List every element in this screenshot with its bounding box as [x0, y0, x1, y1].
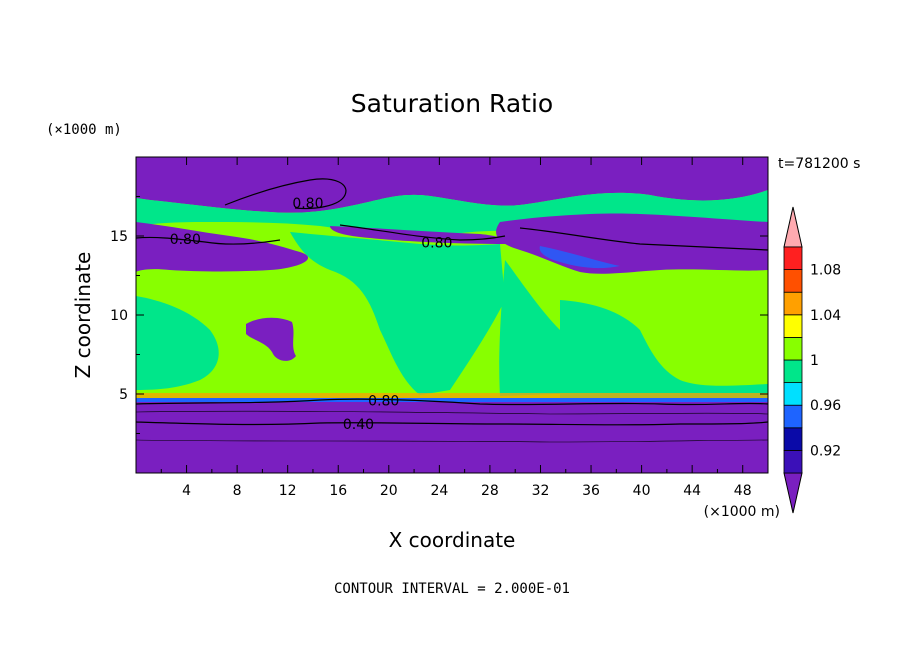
- plot-area: [136, 157, 768, 473]
- contour-labels: 0.80 0.80 0.80 0.80 0.40: [170, 196, 453, 433]
- contour-080-lower: [136, 398, 768, 406]
- contour-lower-faint-2: [136, 439, 768, 443]
- x-tick-label: 28: [481, 483, 499, 499]
- colorbar-bin: [783, 382, 803, 406]
- x-tick-label: 36: [582, 483, 600, 499]
- lower-warm-layer: [136, 393, 768, 399]
- contour-label: 0.80: [170, 232, 201, 248]
- colorbar-tick-label: 1: [810, 353, 819, 369]
- chart-title: Saturation Ratio: [351, 89, 553, 118]
- y-axis: 5 10 15: [110, 196, 768, 434]
- colorbar-over-triangle: [783, 206, 803, 248]
- y-unit-label: (×1000 m): [46, 122, 122, 138]
- contour-lower-faint: [136, 410, 768, 415]
- x-tick-label: 16: [329, 483, 347, 499]
- x-tick-label: 48: [734, 483, 752, 499]
- x-tick-label: 4: [182, 483, 191, 499]
- x-tick-label: 40: [633, 483, 651, 499]
- colorbar-bin: [783, 269, 803, 293]
- contour-label: 0.80: [368, 393, 399, 409]
- x-axis: 4 8 12 16 20 24 28 32 36 40 44 48: [160, 157, 752, 499]
- colorbar-bin: [783, 359, 803, 384]
- lower-dry-region: [136, 402, 768, 473]
- lower-blue-layer: [136, 398, 768, 403]
- colorbar-bin: [783, 427, 803, 451]
- mid-dry-region: [136, 222, 309, 272]
- teal-patch-center: [290, 232, 505, 395]
- contour-label: 0.40: [343, 417, 374, 433]
- contour-label: 0.80: [421, 235, 452, 251]
- field-shapes: [136, 157, 768, 473]
- teal-patch-left: [136, 296, 219, 390]
- x-tick-label: 32: [532, 483, 550, 499]
- contour-080-upper-right: [339, 224, 506, 241]
- x-tick-label: 44: [683, 483, 701, 499]
- contour-080-upper: [224, 178, 347, 210]
- x-tick-label: 20: [380, 483, 398, 499]
- upper-dry-region: [136, 157, 768, 213]
- colorbar-tick-label: 0.96: [810, 398, 841, 414]
- colorbar: 0.92 0.96 1 1.04 1.08: [783, 206, 841, 514]
- y-tick-label: 5: [119, 387, 128, 403]
- blue-rim-right: [539, 246, 620, 269]
- colorbar-bin: [783, 449, 803, 474]
- contour-lines: [136, 178, 768, 443]
- dry-patch-x10: [246, 317, 296, 361]
- contour-label: 0.80: [292, 196, 323, 212]
- x-unit-label: (×1000 m): [704, 504, 780, 520]
- contour-040-lower: [136, 421, 768, 426]
- x-axis-label: X coordinate: [389, 528, 516, 552]
- colorbar-under-triangle: [783, 472, 803, 514]
- y-axis-label: Z coordinate: [71, 252, 95, 379]
- teal-patch-mid-right: [499, 260, 610, 396]
- teal-patch-right: [560, 300, 768, 400]
- x-tick-label: 8: [233, 483, 242, 499]
- x-tick-label: 24: [430, 483, 448, 499]
- colorbar-tick-label: 1.08: [810, 263, 841, 279]
- colorbar-bin: [783, 246, 803, 271]
- y-tick-label: 10: [110, 308, 128, 324]
- colorbar-bin: [783, 336, 803, 361]
- time-label: t=781200 s: [778, 156, 860, 172]
- colorbar-bin: [783, 314, 803, 338]
- x-tick-label: 12: [279, 483, 297, 499]
- contour-080-mid-left: [136, 236, 281, 245]
- colorbar-tick-label: 1.04: [810, 308, 841, 324]
- y-tick-label: 15: [110, 229, 128, 245]
- colorbar-bin: [783, 404, 803, 429]
- colorbar-tick-label: 0.92: [810, 443, 841, 459]
- contour-080-right: [519, 227, 768, 251]
- colorbar-bin: [783, 291, 803, 316]
- contour-interval-note: CONTOUR INTERVAL = 2.000E-01: [334, 581, 570, 597]
